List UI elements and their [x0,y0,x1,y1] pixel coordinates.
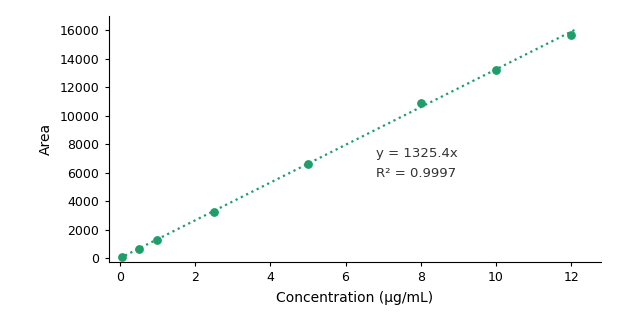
Point [416,100,426,106]
Y-axis label: Area: Area [38,123,53,155]
Point [566,32,576,37]
Point [209,209,219,214]
X-axis label: Concentration (µg/mL): Concentration (µg/mL) [277,292,433,305]
Text: y = 1325.4x
R² = 0.9997: y = 1325.4x R² = 0.9997 [376,147,458,180]
Point [153,237,162,243]
Point [117,254,126,259]
Point [491,68,501,73]
Point [134,247,144,252]
Point [303,162,313,167]
